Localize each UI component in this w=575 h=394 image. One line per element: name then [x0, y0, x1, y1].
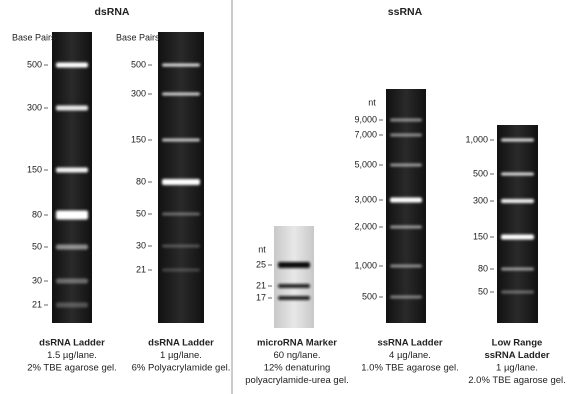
- band: [56, 278, 88, 284]
- band: [162, 244, 200, 248]
- marker-label: 80: [136, 176, 146, 186]
- band: [390, 295, 422, 299]
- axis-label: Base Pairs: [116, 32, 160, 42]
- marker-label: 150: [473, 231, 488, 241]
- marker-label: 500: [473, 168, 488, 178]
- marker-label: 500: [27, 59, 42, 69]
- marker-label: 30: [32, 275, 42, 285]
- band: [278, 262, 310, 268]
- axis-label: nt: [258, 244, 266, 254]
- lane-name: ssRNA Ladder: [484, 350, 549, 361]
- marker-label: 300: [473, 195, 488, 205]
- marker-label: 1,000: [354, 260, 377, 270]
- lane-detail: 60 ng/lane.: [273, 350, 320, 361]
- band: [162, 212, 200, 216]
- marker-label: 1,000: [465, 134, 488, 144]
- marker-label: 150: [27, 164, 42, 174]
- marker-label: 150: [131, 134, 146, 144]
- band: [162, 179, 200, 185]
- lane-name: dsRNA Ladder: [148, 338, 214, 349]
- band: [278, 284, 310, 288]
- lane-detail: 4 µg/lane.: [389, 350, 431, 361]
- gel: [158, 32, 204, 323]
- lane-detail: 1.0% TBE agarose gel.: [361, 363, 459, 374]
- band: [162, 92, 200, 96]
- lane-detail: 2% TBE agarose gel.: [27, 363, 117, 374]
- marker-label: 7,000: [354, 129, 377, 139]
- band: [501, 172, 534, 176]
- lane-name: dsRNA Ladder: [39, 338, 105, 349]
- band: [390, 163, 422, 167]
- lane-detail: 2.0% TBE agarose gel.: [468, 375, 566, 386]
- band: [56, 244, 88, 250]
- marker-label: 21: [256, 280, 266, 290]
- lane-detail: 1 µg/lane.: [160, 350, 202, 361]
- axis-label: Base Pairs: [12, 32, 56, 42]
- section-title: dsRNA: [94, 6, 129, 18]
- marker-label: 5,000: [354, 159, 377, 169]
- band: [501, 199, 534, 203]
- lane-detail: 6% Polyacrylamide gel.: [132, 363, 231, 374]
- axis-label: nt: [368, 97, 376, 107]
- marker-label: 25: [256, 259, 266, 269]
- band: [501, 234, 534, 240]
- gel: [497, 125, 538, 323]
- section-title: ssRNA: [388, 6, 423, 18]
- band: [501, 138, 534, 142]
- band: [501, 267, 534, 271]
- lane-name: ssRNA Ladder: [377, 338, 442, 349]
- lane-detail: 12% denaturing: [264, 363, 331, 374]
- gel: [386, 89, 426, 323]
- marker-label: 80: [478, 263, 488, 273]
- marker-label: 50: [136, 208, 146, 218]
- marker-label: 17: [256, 292, 266, 302]
- marker-label: 50: [32, 241, 42, 251]
- marker-label: 500: [131, 59, 146, 69]
- band: [56, 105, 88, 111]
- band: [162, 268, 200, 272]
- band: [56, 210, 88, 220]
- band: [56, 302, 88, 308]
- marker-label: 300: [131, 88, 146, 98]
- band: [390, 133, 422, 137]
- marker-label: 21: [136, 264, 146, 274]
- marker-label: 50: [478, 286, 488, 296]
- band: [390, 118, 422, 122]
- marker-label: 2,000: [354, 221, 377, 231]
- band: [162, 138, 200, 142]
- band: [56, 62, 88, 68]
- marker-label: 300: [27, 102, 42, 112]
- marker-label: 80: [32, 209, 42, 219]
- band: [501, 290, 534, 294]
- gel: [52, 32, 92, 323]
- band: [56, 167, 88, 173]
- band: [390, 264, 422, 268]
- band: [162, 63, 200, 67]
- lane-detail: 1 µg/lane.: [496, 363, 538, 374]
- band: [278, 296, 310, 300]
- lane-name: microRNA Marker: [257, 338, 337, 349]
- marker-label: 21: [32, 299, 42, 309]
- band: [390, 225, 422, 229]
- lane-detail: 1.5 µg/lane.: [47, 350, 97, 361]
- marker-label: 3,000: [354, 194, 377, 204]
- lane-detail: polyacrylamide-urea gel.: [245, 375, 349, 386]
- band: [390, 197, 422, 203]
- lane-name: Low Range: [492, 338, 543, 349]
- marker-label: 30: [136, 240, 146, 250]
- gel: [274, 226, 314, 328]
- marker-label: 9,000: [354, 114, 377, 124]
- marker-label: 500: [362, 291, 377, 301]
